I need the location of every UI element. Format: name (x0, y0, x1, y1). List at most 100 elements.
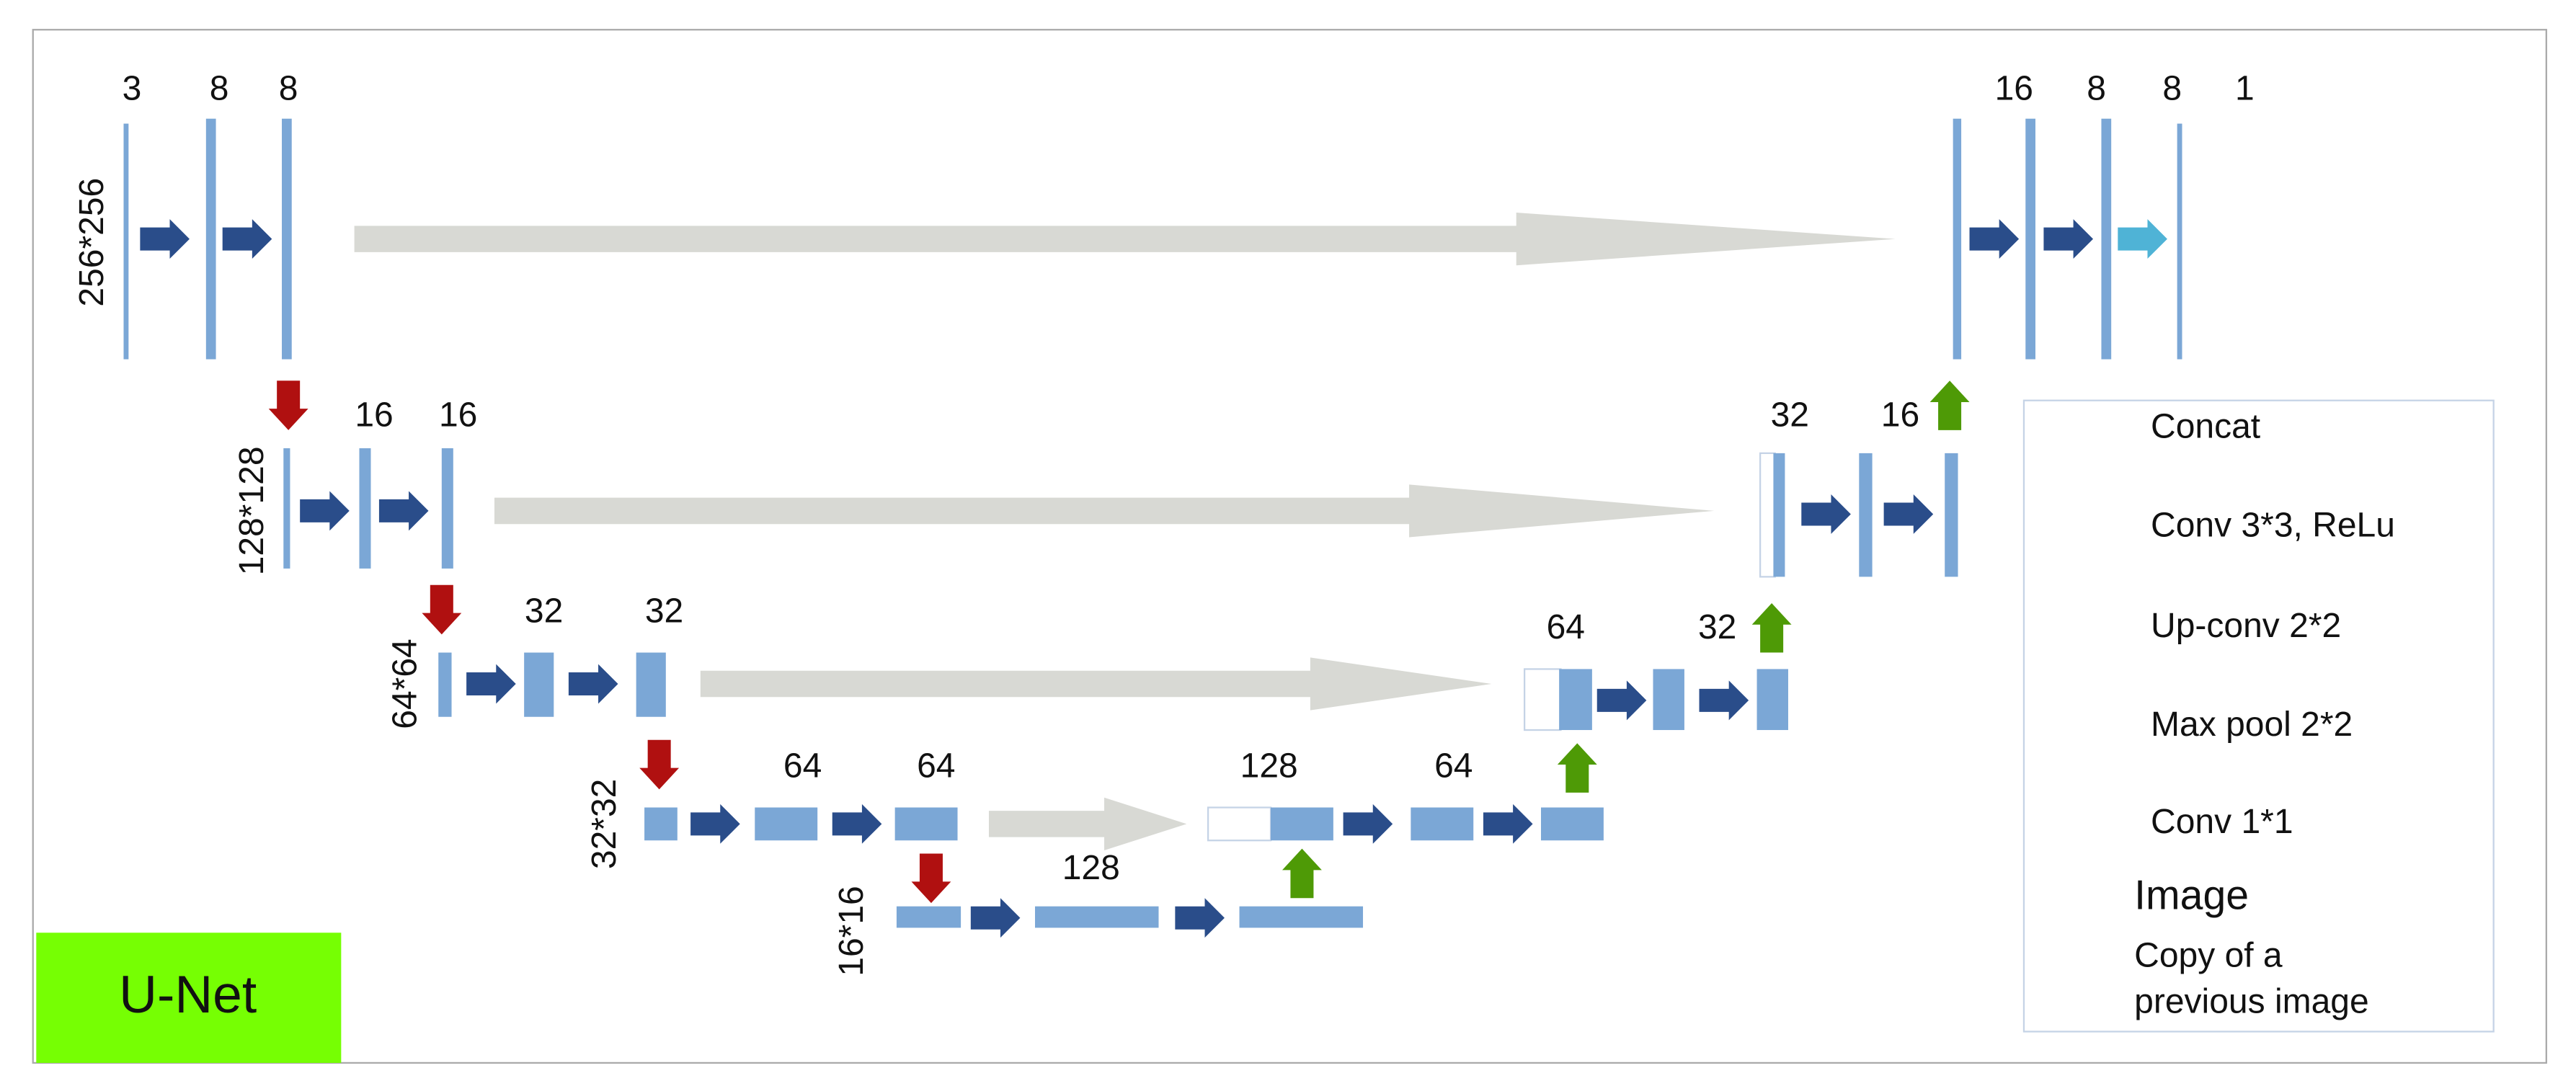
image-bar (644, 807, 678, 841)
image-bar (1559, 669, 1592, 731)
arrow (1557, 743, 1597, 793)
arrow (222, 219, 272, 259)
channel-label: 32 (1698, 608, 1736, 646)
copy-bar (1207, 806, 1272, 842)
channel-label: 128 (1240, 747, 1298, 785)
channel-label: 16 (1881, 396, 1919, 434)
image-bar (123, 123, 129, 360)
channel-label: 8 (2162, 70, 2182, 108)
title: U-Net (119, 965, 257, 1024)
image-bar (1035, 906, 1159, 928)
channel-label: 8 (210, 70, 229, 108)
arrow (970, 898, 1021, 938)
concat-arrow (700, 657, 1492, 711)
image-bar (359, 448, 371, 569)
size-label: 256*256 (73, 178, 111, 307)
legend-label: Image (2134, 872, 2249, 918)
image-bar (896, 906, 961, 928)
image-bar (2025, 118, 2035, 360)
arrow (1483, 804, 1533, 844)
size-label: 64*64 (386, 638, 424, 729)
image-bar (441, 448, 453, 569)
channel-label: 32 (525, 592, 563, 630)
channel-label: 128 (1062, 849, 1120, 887)
arrow (422, 584, 462, 635)
image-bar (1756, 669, 1788, 731)
channel-label: 16 (439, 396, 477, 434)
legend-label: Conv 3*3, ReLu (2151, 506, 2395, 544)
arrow (690, 804, 740, 844)
legend-box (2022, 399, 2495, 1033)
arrow (832, 804, 882, 844)
channel-label: 16 (1995, 70, 2033, 108)
arrow (140, 219, 190, 259)
arrow (639, 739, 680, 790)
channel-label: 8 (2087, 70, 2106, 108)
arrow (1929, 380, 1970, 430)
image-bar (894, 807, 958, 841)
channel-label: 64 (783, 747, 822, 785)
arrow (911, 853, 951, 904)
arrow (1282, 848, 1322, 899)
concat-arrow (988, 797, 1187, 850)
image-bar (524, 652, 554, 717)
channel-label: 8 (279, 70, 298, 108)
copy-bar (1759, 452, 1776, 578)
image-bar (1953, 118, 1962, 360)
legend-label: previous image (2134, 982, 2369, 1020)
image-bar (1945, 453, 1958, 577)
channel-label: 16 (355, 396, 393, 434)
legend-label: Conv 1*1 (2151, 803, 2293, 841)
channel-label: 64 (1434, 747, 1473, 785)
arrow (1343, 804, 1393, 844)
arrow (466, 664, 516, 704)
image-bar (1773, 453, 1785, 577)
image-bar (755, 807, 818, 841)
size-label: 16*16 (832, 886, 871, 976)
title-box (36, 933, 342, 1063)
image-bar (1859, 453, 1873, 577)
arrow (1596, 680, 1647, 721)
channel-label: 1 (2235, 70, 2255, 108)
arrow (268, 380, 308, 430)
channel-label: 64 (1547, 608, 1585, 646)
size-label: 128*128 (233, 446, 271, 575)
image-bar (1270, 807, 1333, 841)
image-bar (636, 652, 666, 717)
size-label: 32*32 (585, 779, 623, 869)
image-bar (1540, 807, 1604, 841)
image-bar (2177, 123, 2182, 360)
channel-label: 64 (917, 747, 955, 785)
image-bar (283, 448, 290, 569)
channel-label: 32 (1771, 396, 1809, 434)
arrow (568, 664, 618, 704)
legend-label: Max pool 2*2 (2151, 706, 2353, 744)
image-bar (1653, 669, 1684, 731)
image-bar (2101, 118, 2112, 360)
arrow (1751, 602, 1792, 653)
concat-arrow (494, 484, 1715, 538)
image-bar (282, 118, 292, 360)
image-bar (1411, 807, 1474, 841)
legend-label: Concat (2151, 407, 2260, 445)
arrow (1969, 219, 2020, 259)
channel-label: 32 (645, 592, 683, 630)
arrow (2043, 219, 2094, 259)
legend-label: Up-conv 2*2 (2151, 607, 2341, 645)
arrow (1699, 680, 1749, 721)
legend-label: Copy of a (2134, 936, 2283, 974)
image-bar (438, 652, 452, 717)
image-bar (1239, 906, 1364, 928)
image-bar (205, 118, 216, 360)
arrow (1883, 494, 1934, 534)
arrow (1801, 494, 1851, 534)
arrow (2118, 219, 2167, 259)
arrow (1175, 898, 1225, 938)
arrow (300, 491, 350, 531)
arrow (378, 491, 429, 531)
copy-bar (1523, 668, 1562, 731)
concat-arrow (354, 213, 1896, 266)
channel-label: 3 (123, 70, 142, 108)
